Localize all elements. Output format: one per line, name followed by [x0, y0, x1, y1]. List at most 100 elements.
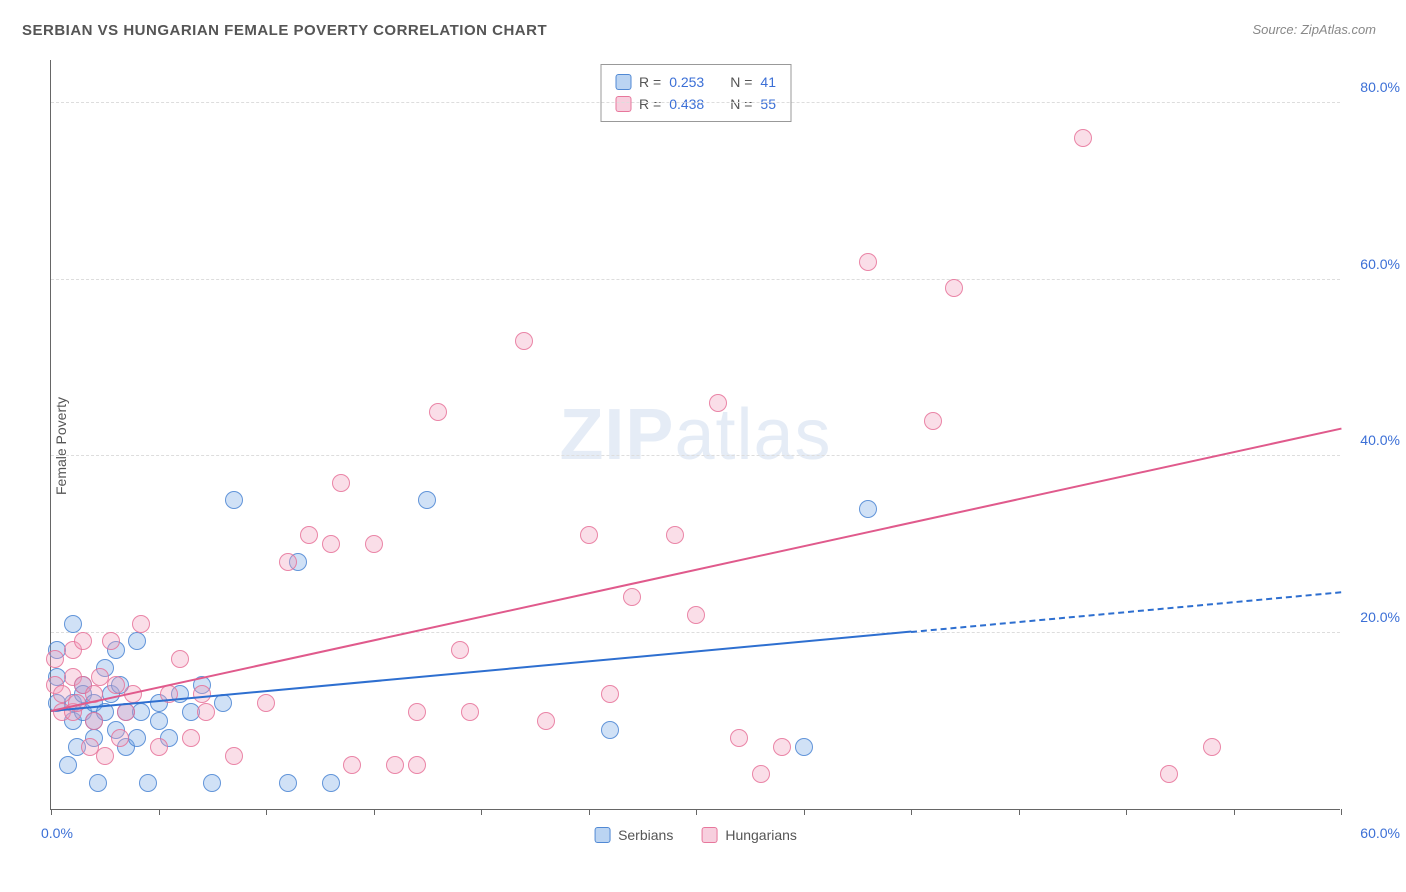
data-point	[182, 729, 200, 747]
data-point	[171, 650, 189, 668]
ytick-label: 20.0%	[1360, 609, 1400, 625]
data-point	[74, 632, 92, 650]
ytick-label: 80.0%	[1360, 79, 1400, 95]
data-point	[1160, 765, 1178, 783]
gridline-h	[51, 455, 1340, 456]
watermark: ZIPatlas	[559, 394, 831, 476]
data-point	[687, 606, 705, 624]
legend-row-hungarians: R = 0.438 N = 55	[615, 93, 776, 115]
data-point	[128, 729, 146, 747]
legend-correlation: R = 0.253 N = 41 R = 0.438 N = 55	[600, 64, 791, 122]
data-point	[709, 394, 727, 412]
data-point	[461, 703, 479, 721]
data-point	[111, 729, 129, 747]
data-point	[203, 774, 221, 792]
data-point	[859, 500, 877, 518]
data-point	[859, 253, 877, 271]
data-point	[150, 712, 168, 730]
trend-line	[51, 631, 911, 712]
data-point	[418, 491, 436, 509]
data-point	[365, 535, 383, 553]
xtick	[266, 809, 267, 815]
data-point	[601, 721, 619, 739]
data-point	[59, 756, 77, 774]
xtick-label-min: 0.0%	[41, 825, 73, 841]
swatch-pink	[615, 96, 631, 112]
data-point	[752, 765, 770, 783]
data-point	[197, 703, 215, 721]
data-point	[515, 332, 533, 350]
data-point	[623, 588, 641, 606]
xtick	[374, 809, 375, 815]
xtick	[159, 809, 160, 815]
data-point	[429, 403, 447, 421]
xtick	[911, 809, 912, 815]
ytick-label: 60.0%	[1360, 256, 1400, 272]
ytick-label: 40.0%	[1360, 432, 1400, 448]
data-point	[451, 641, 469, 659]
xtick	[1019, 809, 1020, 815]
data-point	[85, 712, 103, 730]
swatch-blue	[594, 827, 610, 843]
data-point	[139, 774, 157, 792]
data-point	[193, 685, 211, 703]
xtick	[1341, 809, 1342, 815]
trend-line	[911, 591, 1341, 633]
legend-row-serbians: R = 0.253 N = 41	[615, 71, 776, 93]
data-point	[730, 729, 748, 747]
data-point	[96, 747, 114, 765]
data-point	[225, 491, 243, 509]
xtick-label-max: 60.0%	[1360, 825, 1400, 841]
data-point	[1074, 129, 1092, 147]
data-point	[666, 526, 684, 544]
xtick	[1234, 809, 1235, 815]
legend-item-hungarians: Hungarians	[701, 827, 797, 843]
data-point	[225, 747, 243, 765]
data-point	[102, 632, 120, 650]
data-point	[332, 474, 350, 492]
data-point	[89, 774, 107, 792]
xtick	[1126, 809, 1127, 815]
swatch-pink	[701, 827, 717, 843]
data-point	[924, 412, 942, 430]
data-point	[279, 553, 297, 571]
data-point	[64, 615, 82, 633]
xtick	[804, 809, 805, 815]
data-point	[537, 712, 555, 730]
data-point	[128, 632, 146, 650]
xtick	[51, 809, 52, 815]
gridline-h	[51, 102, 1340, 103]
data-point	[408, 703, 426, 721]
xtick	[696, 809, 697, 815]
data-point	[408, 756, 426, 774]
legend-series: Serbians Hungarians	[594, 827, 797, 843]
data-point	[300, 526, 318, 544]
data-point	[257, 694, 275, 712]
data-point	[117, 703, 135, 721]
data-point	[279, 774, 297, 792]
data-point	[773, 738, 791, 756]
data-point	[132, 615, 150, 633]
trend-line	[51, 428, 1341, 712]
data-point	[322, 535, 340, 553]
data-point	[343, 756, 361, 774]
gridline-h	[51, 279, 1340, 280]
data-point	[386, 756, 404, 774]
xtick	[481, 809, 482, 815]
data-point	[214, 694, 232, 712]
chart-title: SERBIAN VS HUNGARIAN FEMALE POVERTY CORR…	[22, 22, 547, 39]
data-point	[601, 685, 619, 703]
data-point	[322, 774, 340, 792]
data-point	[795, 738, 813, 756]
data-point	[107, 676, 125, 694]
data-point	[1203, 738, 1221, 756]
data-point	[580, 526, 598, 544]
data-point	[46, 650, 64, 668]
swatch-blue	[615, 74, 631, 90]
data-point	[150, 738, 168, 756]
xtick	[589, 809, 590, 815]
gridline-h	[51, 632, 1340, 633]
data-point	[945, 279, 963, 297]
chart-source: Source: ZipAtlas.com	[1252, 22, 1376, 37]
scatter-plot: ZIPatlas R = 0.253 N = 41 R = 0.438 N = …	[50, 60, 1340, 810]
